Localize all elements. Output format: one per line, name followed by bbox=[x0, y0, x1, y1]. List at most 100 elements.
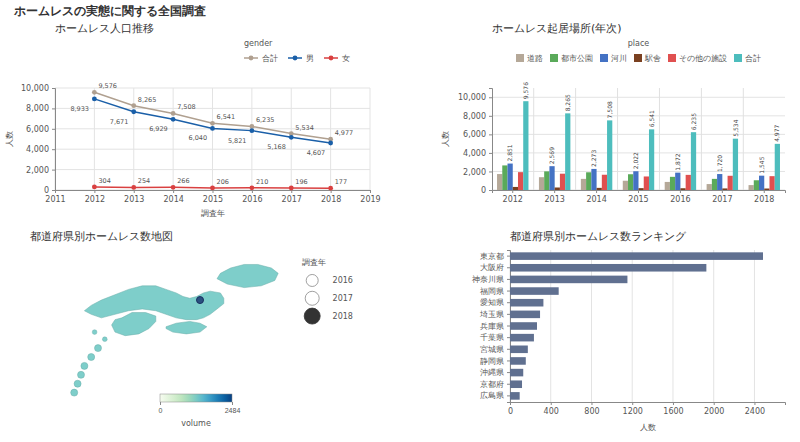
legend-label: その他の施設 bbox=[679, 54, 727, 63]
bar bbox=[597, 188, 602, 190]
point bbox=[328, 141, 333, 146]
tick-mark bbox=[764, 190, 765, 193]
panel-title: 都道府県別ホームレス数地図 bbox=[30, 230, 173, 243]
point bbox=[249, 185, 254, 190]
legend-item: 合計 bbox=[734, 54, 761, 63]
tick-mark bbox=[507, 326, 510, 327]
data-label: 6,235 bbox=[256, 116, 275, 124]
tick-mark bbox=[512, 190, 513, 193]
data-labels: 2,8512,5692,2732,0221,8721,7201,5459,576… bbox=[506, 82, 780, 174]
data-label: 5,168 bbox=[267, 143, 286, 151]
bar bbox=[591, 169, 596, 190]
tick: 2017 bbox=[282, 190, 302, 204]
tick-mark bbox=[507, 291, 510, 292]
legend-swatch bbox=[516, 54, 524, 62]
data-label: 4,977 bbox=[773, 124, 780, 141]
island bbox=[217, 264, 278, 287]
separator bbox=[701, 88, 702, 190]
tick: 2018 bbox=[321, 190, 341, 204]
tick-mark bbox=[722, 190, 723, 193]
bar bbox=[686, 175, 691, 190]
bar bbox=[775, 144, 780, 190]
bar bbox=[510, 369, 523, 377]
tick: 2012 bbox=[503, 190, 523, 204]
axis-title: 人数 bbox=[640, 423, 656, 432]
tick-mark bbox=[489, 190, 492, 191]
data-label: 4,977 bbox=[335, 129, 354, 137]
point bbox=[289, 186, 294, 191]
legend-item: 男 bbox=[288, 54, 314, 63]
tick-mark bbox=[52, 108, 55, 109]
tick: 8,000 bbox=[26, 104, 55, 113]
grid-line bbox=[672, 250, 673, 402]
tick-label: 兵庫県 bbox=[480, 322, 504, 331]
data-label: 5,534 bbox=[295, 124, 314, 132]
tick: 2016 bbox=[242, 190, 262, 204]
figure: ホームレスの実態に関する全国調査ホームレス人口推移201120122013201… bbox=[0, 0, 800, 442]
legend-label: 2018 bbox=[333, 312, 353, 321]
legend-label: 道路 bbox=[527, 54, 543, 63]
tick: 6,000 bbox=[463, 130, 492, 139]
tick: 2014 bbox=[163, 190, 183, 204]
tick-label: 2016 bbox=[670, 195, 690, 204]
point bbox=[210, 121, 215, 126]
island bbox=[84, 286, 223, 320]
island bbox=[92, 330, 97, 335]
grid bbox=[510, 250, 754, 402]
tick: 千葉県 bbox=[480, 333, 510, 342]
tick-mark bbox=[554, 190, 555, 193]
tick-mark bbox=[507, 302, 510, 303]
tick-label: 0 bbox=[481, 186, 486, 195]
tick: 2012 bbox=[85, 190, 105, 204]
point bbox=[92, 96, 97, 101]
tick-mark bbox=[596, 190, 597, 193]
data-label: 1,872 bbox=[674, 153, 681, 170]
tick-label: 2015 bbox=[203, 195, 223, 204]
tick-mark bbox=[52, 129, 55, 130]
data-label: 2,851 bbox=[506, 144, 513, 161]
bar bbox=[510, 392, 520, 400]
tick-mark bbox=[232, 402, 233, 405]
data-labels: 9,5768,2657,5086,5416,2355,5344,9778,933… bbox=[70, 82, 353, 186]
line bbox=[94, 92, 330, 139]
tick-label: 10,000 bbox=[458, 93, 486, 102]
tick: 2484 bbox=[225, 402, 241, 414]
tick-label: 京都府 bbox=[480, 380, 504, 389]
tick-mark bbox=[638, 190, 639, 193]
data-label: 7,671 bbox=[110, 118, 129, 126]
tick: 0 bbox=[159, 402, 163, 414]
tick-label: 2012 bbox=[503, 195, 523, 204]
tick-label: 4,000 bbox=[463, 149, 486, 158]
bar bbox=[523, 101, 528, 190]
city-dot bbox=[197, 297, 204, 304]
tick-mark bbox=[489, 153, 492, 154]
tick: 2015 bbox=[628, 190, 648, 204]
bar bbox=[581, 179, 586, 190]
bar bbox=[628, 174, 633, 190]
line bbox=[94, 99, 330, 143]
data-label: 4,607 bbox=[307, 149, 326, 157]
axis: 02,0004,0006,0008,00010,000 bbox=[458, 89, 493, 196]
colorbar-axis: 0 2484 bbox=[159, 402, 241, 414]
data-label: 6,541 bbox=[648, 110, 655, 127]
tick-label: 8,000 bbox=[463, 112, 486, 121]
tick-mark bbox=[507, 372, 510, 373]
bar bbox=[733, 139, 738, 190]
data-label: 196 bbox=[295, 178, 307, 186]
tick-label: 2017 bbox=[282, 195, 302, 204]
bar bbox=[675, 173, 680, 190]
tick-mark bbox=[507, 395, 510, 396]
data-label: 8,265 bbox=[138, 96, 157, 104]
tick-label: 1200 bbox=[623, 407, 643, 416]
axis-line bbox=[511, 403, 786, 406]
bar bbox=[769, 176, 774, 190]
plot-area bbox=[92, 90, 333, 191]
data-label: 1,720 bbox=[716, 155, 723, 172]
tick-mark bbox=[134, 190, 135, 193]
tick-mark bbox=[489, 116, 492, 117]
bar bbox=[510, 380, 522, 388]
island bbox=[88, 354, 95, 361]
map bbox=[71, 264, 279, 396]
tick-label: 神奈川県 bbox=[472, 275, 504, 284]
bar bbox=[749, 185, 754, 190]
